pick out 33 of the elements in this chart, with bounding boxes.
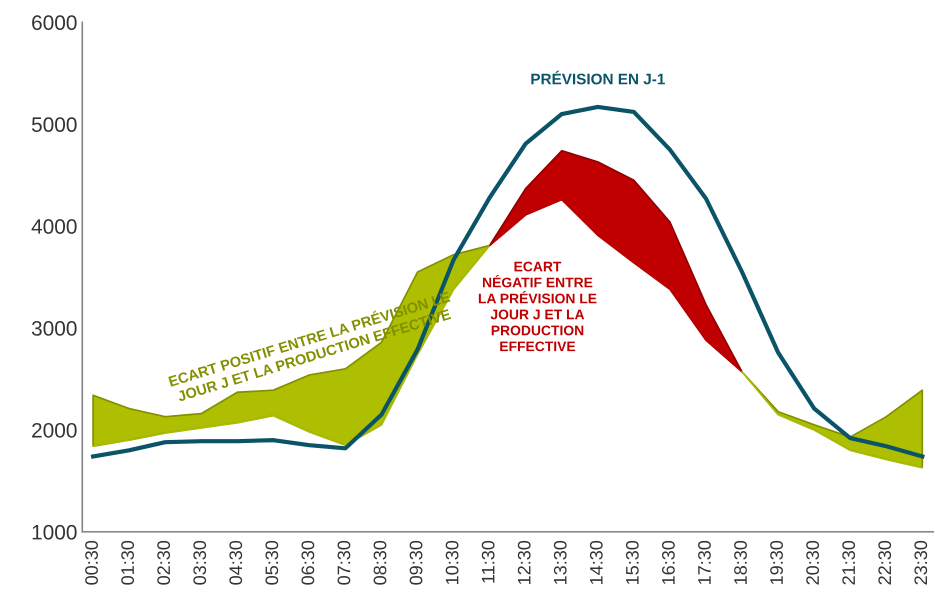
x-tick-label: 09:30: [410, 540, 422, 585]
x-tick-label: 13:30: [554, 540, 567, 584]
x-tick-label: 00:30: [85, 540, 98, 585]
y-tick-label: 3000: [32, 321, 77, 336]
x-tick-label: 21:30: [842, 540, 856, 584]
x-tick-label: 05:30: [265, 540, 278, 585]
x-tick-label: 16:30: [662, 540, 675, 584]
x-tick-label: 06:30: [301, 540, 314, 585]
x-tick-label: 11:30: [482, 540, 495, 583]
annotation: ECART NÉGATIF ENTRE LA PRÉVISION LE JOUR J ET LA PRODUCTION EFFECTIVE: [478, 262, 596, 352]
series-label: PRÉVISION EN J-1: [531, 70, 665, 84]
x-tick-label: 02:30: [157, 540, 170, 585]
x-tick-label: 01:30: [121, 540, 134, 585]
line-series: [91, 104, 924, 459]
x-tick-label: 18:30: [734, 540, 747, 584]
x-tick-label: 04:30: [229, 540, 242, 585]
y-tick-label: 1000: [32, 524, 77, 540]
y-tick-label: 4000: [32, 219, 77, 234]
x-tick-label: 07:30: [338, 540, 350, 585]
x-tick-label: 17:30: [698, 540, 711, 584]
x-tick-label: 22:30: [878, 540, 892, 584]
x-tick-label: 19:30: [770, 540, 783, 584]
x-tick-label: 12:30: [518, 540, 531, 584]
x-tick-label: 20:30: [806, 540, 819, 584]
x-tick-label: 08:30: [374, 540, 386, 585]
x-tick-label: 23:30: [914, 540, 928, 584]
y-tick-label: 6000: [32, 15, 77, 30]
y-tick-label: 2000: [32, 422, 77, 438]
y-tick-label: 5000: [32, 117, 77, 132]
x-tick-label: 10:30: [446, 540, 458, 584]
x-tick-label: 14:30: [590, 540, 603, 584]
x-tick-label: 15:30: [626, 540, 639, 584]
x-tick-label: 03:30: [193, 540, 206, 585]
